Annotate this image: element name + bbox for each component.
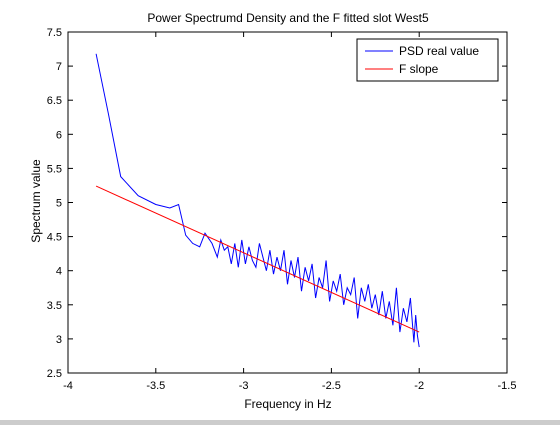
x-tick-label: -2 bbox=[414, 380, 424, 392]
x-axis-label: Frequency in Hz bbox=[244, 397, 331, 411]
legend-label: F slope bbox=[399, 62, 439, 76]
y-axis-label: Spectrum value bbox=[29, 159, 43, 243]
x-tick-label: -3.5 bbox=[146, 380, 165, 392]
chart-title: Power Spectrumd Density and the F fitted… bbox=[147, 11, 429, 25]
y-tick-label: 6.5 bbox=[47, 95, 62, 107]
x-tick-label: -3 bbox=[239, 380, 249, 392]
y-tick-label: 3.5 bbox=[47, 300, 62, 312]
y-tick-label: 3 bbox=[56, 334, 62, 346]
psd-real-value-line bbox=[95, 53, 420, 348]
axes-box bbox=[67, 31, 508, 374]
y-tick-label: 7 bbox=[56, 61, 62, 73]
y-tick-label: 5.5 bbox=[47, 163, 62, 175]
y-tick-label: 5 bbox=[56, 198, 62, 210]
x-tick-label: -1.5 bbox=[498, 380, 517, 392]
plot-area: -4 -3.5 -3 -2.5 -2 -1.5 2.5 3 3.5 4 4.5 5 5.5 6 6.5 7 7.… bbox=[47, 27, 517, 392]
y-tick-label: 6 bbox=[56, 129, 62, 141]
x-tick-label: -2.5 bbox=[322, 380, 341, 392]
y-tick-label: 4 bbox=[56, 266, 62, 278]
y-tick-label: 7.5 bbox=[47, 27, 62, 39]
legend-box bbox=[356, 38, 499, 82]
f-slope-line bbox=[95, 185, 420, 333]
legend: PSD real value F slope bbox=[356, 38, 499, 82]
y-tick-label: 2.5 bbox=[47, 368, 62, 380]
y-tick-label: 4.5 bbox=[47, 232, 62, 244]
x-tick-label: -4 bbox=[63, 380, 73, 392]
legend-label: PSD real value bbox=[399, 44, 479, 58]
